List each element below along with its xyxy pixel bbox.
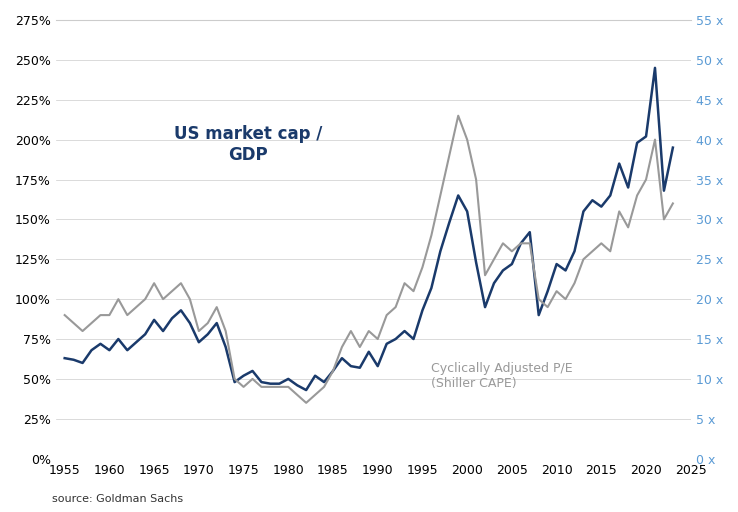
Text: Cyclically Adjusted P/E
(Shiller CAPE): Cyclically Adjusted P/E (Shiller CAPE) bbox=[432, 361, 573, 390]
Text: US market cap /
GDP: US market cap / GDP bbox=[174, 125, 323, 164]
Text: source: Goldman Sachs: source: Goldman Sachs bbox=[52, 494, 183, 504]
